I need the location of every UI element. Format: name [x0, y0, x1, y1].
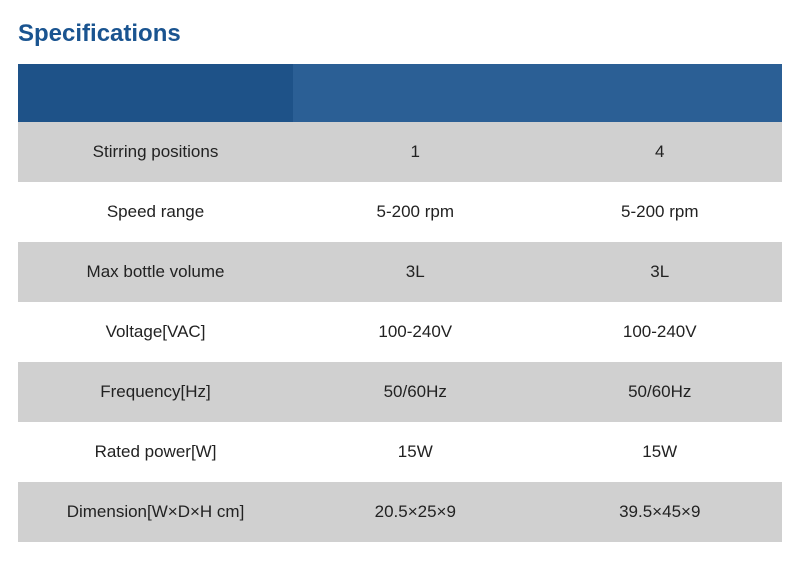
row-label: Speed range — [18, 182, 293, 242]
row-value: 5-200 rpm — [293, 182, 537, 242]
row-value: 100-240V — [538, 302, 783, 362]
table-header-cell — [293, 64, 537, 122]
row-value: 1 — [293, 122, 537, 182]
row-value: 20.5×25×9 — [293, 482, 537, 542]
section-title: Specifications — [18, 20, 782, 48]
table-row: Voltage[VAC] 100-240V 100-240V — [18, 302, 782, 362]
table-header-row — [18, 64, 782, 122]
row-label: Voltage[VAC] — [18, 302, 293, 362]
row-label: Max bottle volume — [18, 242, 293, 302]
table-header-cell — [18, 64, 293, 122]
specifications-table: Stirring positions 1 4 Speed range 5-200… — [18, 64, 782, 542]
row-value: 5-200 rpm — [538, 182, 783, 242]
row-value: 100-240V — [293, 302, 537, 362]
table-row: Dimension[W×D×H cm] 20.5×25×9 39.5×45×9 — [18, 482, 782, 542]
row-label: Rated power[W] — [18, 422, 293, 482]
row-value: 50/60Hz — [293, 362, 537, 422]
table-row: Max bottle volume 3L 3L — [18, 242, 782, 302]
row-value: 4 — [538, 122, 783, 182]
table-row: Speed range 5-200 rpm 5-200 rpm — [18, 182, 782, 242]
row-value: 50/60Hz — [538, 362, 783, 422]
table-row: Frequency[Hz] 50/60Hz 50/60Hz — [18, 362, 782, 422]
row-value: 15W — [538, 422, 783, 482]
row-label: Stirring positions — [18, 122, 293, 182]
row-value: 15W — [293, 422, 537, 482]
row-label: Frequency[Hz] — [18, 362, 293, 422]
table-row: Stirring positions 1 4 — [18, 122, 782, 182]
row-value: 3L — [293, 242, 537, 302]
row-value: 39.5×45×9 — [538, 482, 783, 542]
row-value: 3L — [538, 242, 783, 302]
row-label: Dimension[W×D×H cm] — [18, 482, 293, 542]
table-row: Rated power[W] 15W 15W — [18, 422, 782, 482]
table-header-cell — [538, 64, 783, 122]
